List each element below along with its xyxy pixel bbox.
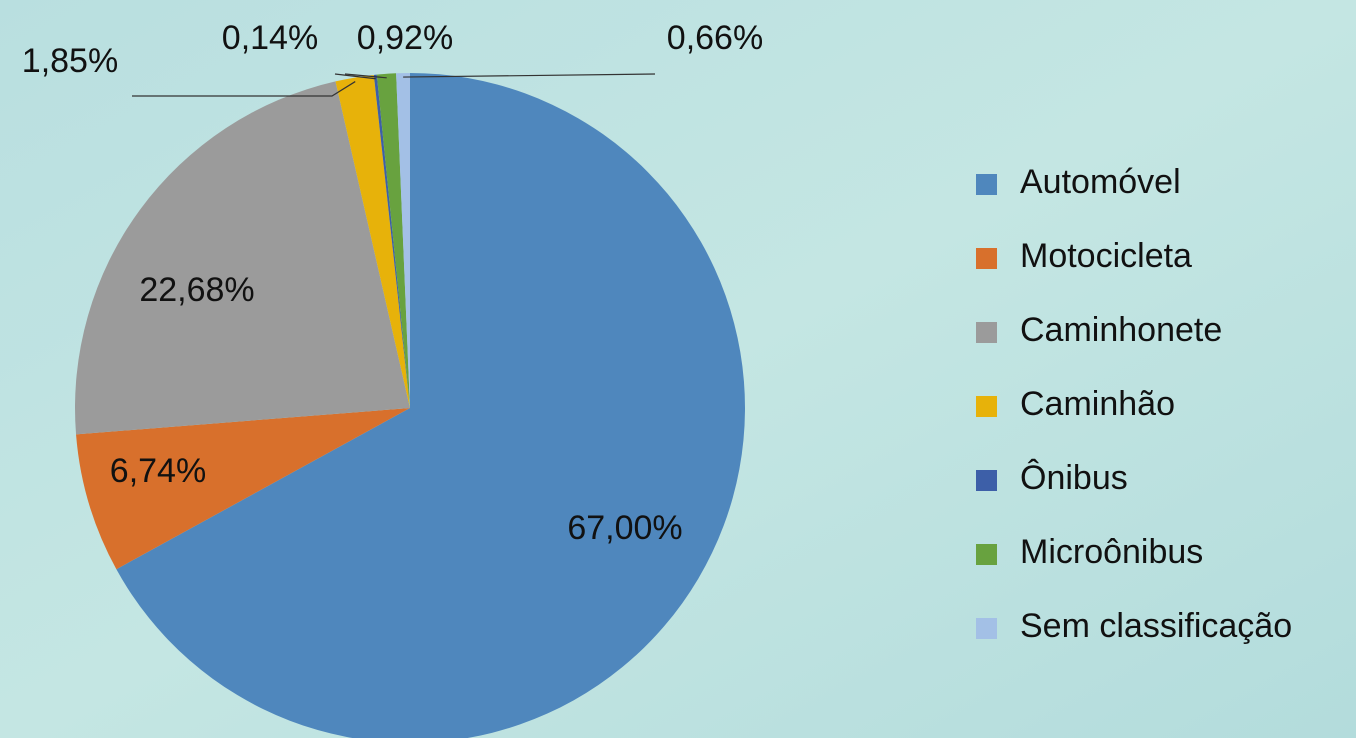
legend-swatch xyxy=(976,470,997,491)
legend-label: Motocicleta xyxy=(1020,237,1192,275)
data-label: 67,00% xyxy=(567,509,682,547)
legend-swatch xyxy=(976,544,997,565)
data-label: 22,68% xyxy=(139,271,254,309)
legend-label: Sem classificação xyxy=(1020,607,1292,645)
chart: 67,00% 6,74% 22,68% 1,85% 0,14% 0,92% 0,66% Aut… xyxy=(0,0,1356,738)
data-label: 0,92% xyxy=(357,19,453,57)
data-label: 0,66% xyxy=(667,19,763,57)
data-label: 6,74% xyxy=(110,452,206,490)
legend-swatch xyxy=(976,248,997,269)
legend-swatch xyxy=(976,174,997,195)
legend-label: Caminhão xyxy=(1020,385,1175,423)
legend-swatch xyxy=(976,618,997,639)
legend-label: Microônibus xyxy=(1020,533,1203,571)
legend-label: Caminhonete xyxy=(1020,311,1222,349)
legend-label: Ônibus xyxy=(1020,459,1128,497)
legend-label: Automóvel xyxy=(1020,163,1181,201)
data-label: 0,14% xyxy=(222,19,318,57)
data-label: 1,85% xyxy=(22,42,118,80)
legend-swatch xyxy=(976,396,997,417)
legend-swatch xyxy=(976,322,997,343)
